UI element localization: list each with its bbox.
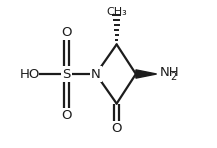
Text: 2: 2 xyxy=(170,72,176,82)
Text: HO: HO xyxy=(19,67,40,81)
Text: S: S xyxy=(62,67,71,81)
Text: CH₃: CH₃ xyxy=(106,7,127,17)
Polygon shape xyxy=(136,70,157,78)
Text: O: O xyxy=(61,26,72,39)
Text: NH: NH xyxy=(159,66,179,79)
Text: N: N xyxy=(91,67,101,81)
Text: O: O xyxy=(61,109,72,122)
Text: O: O xyxy=(111,122,122,135)
